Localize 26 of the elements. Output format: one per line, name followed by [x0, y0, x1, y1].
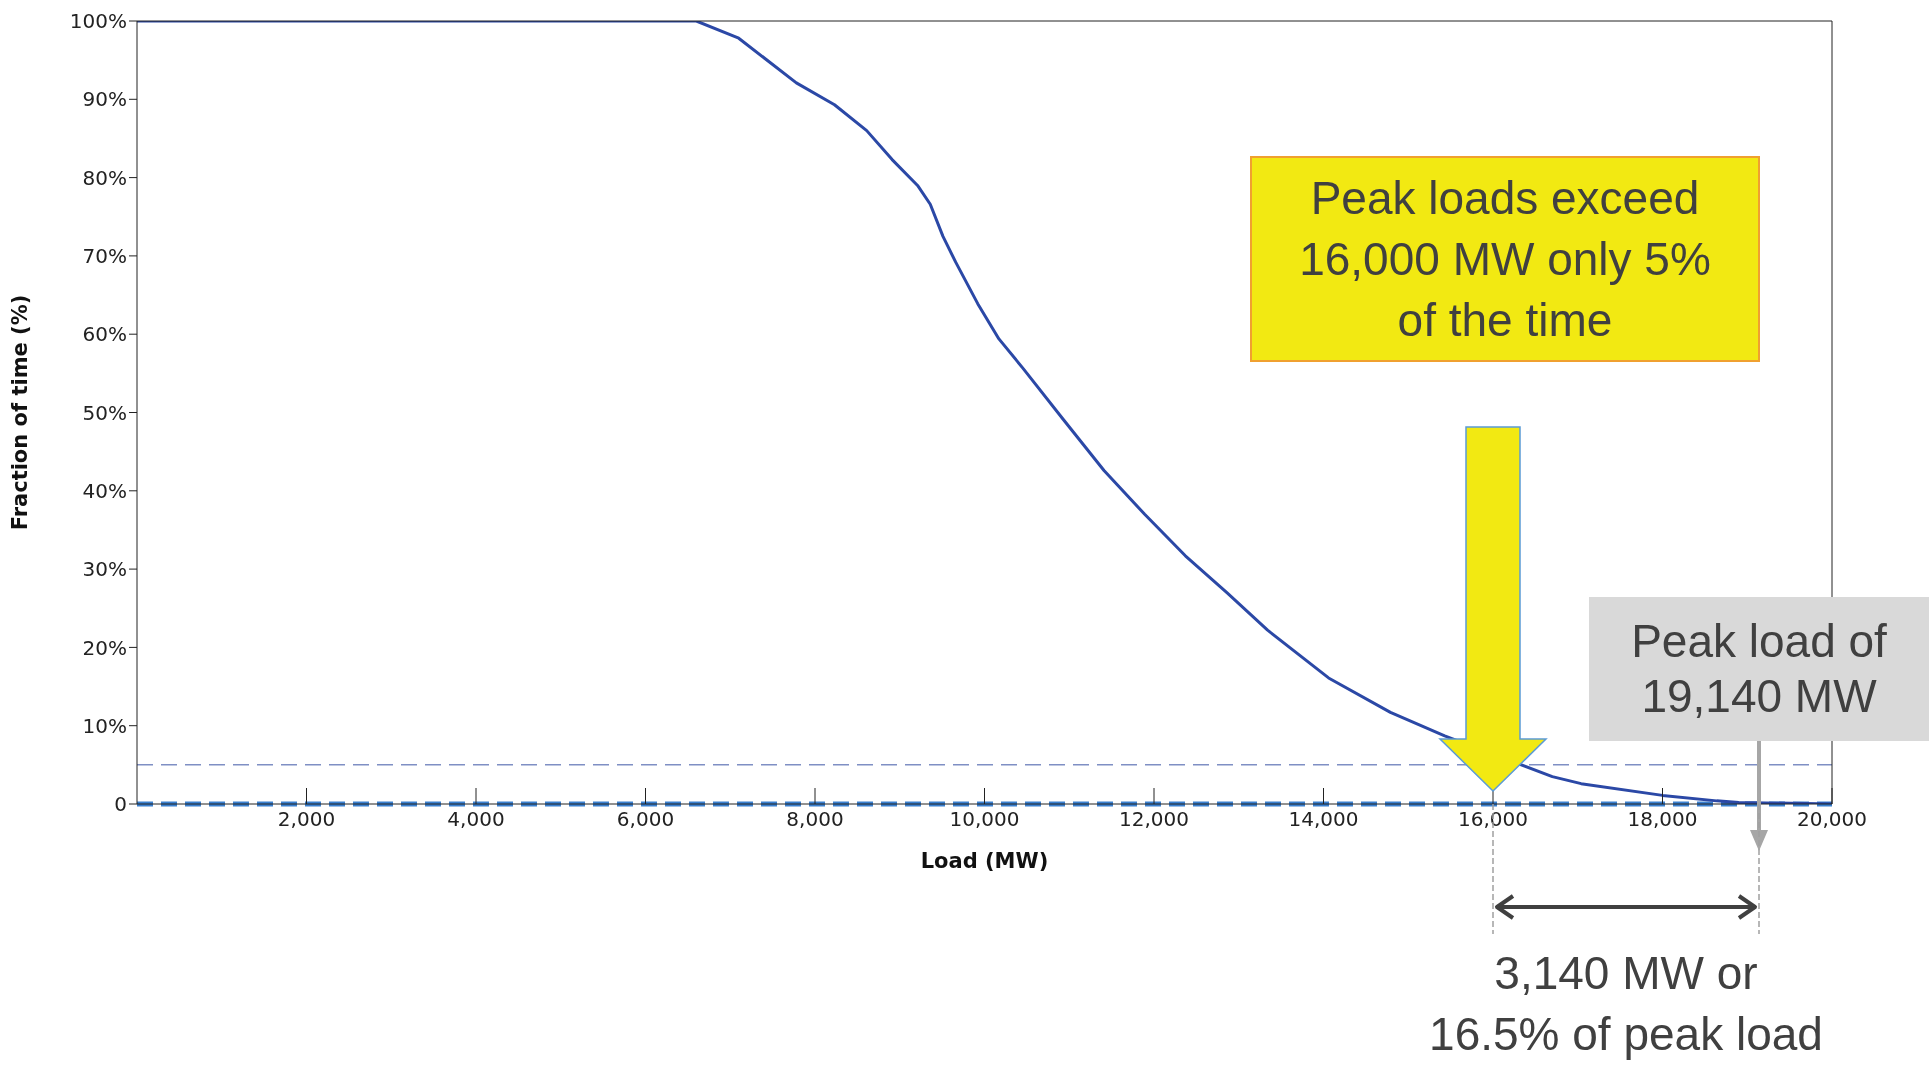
y-tick-label: 20%	[82, 635, 127, 660]
y-tick-label: 60%	[82, 322, 127, 347]
y-tick-label: 40%	[82, 478, 127, 503]
y-axis-title: Fraction of time (%)	[8, 294, 33, 531]
y-tick-label: 30%	[82, 557, 127, 582]
x-tick-label: 16,000	[1458, 807, 1528, 832]
text: 3,140 MW or 16.5% of peak load	[1428, 946, 1824, 1062]
y-tick-label: 0	[114, 792, 127, 817]
x-axis-title: Load (MW)	[920, 849, 1049, 873]
x-tick-label: 4,000	[447, 807, 505, 832]
y-tick-label: 90%	[82, 87, 127, 112]
y-tick-label: 100%	[69, 9, 127, 34]
x-tick-label: 18,000	[1627, 807, 1698, 832]
annotation: Peak load of 19,140 MW	[1630, 614, 1888, 724]
x-tick-label: 2,000	[277, 807, 336, 832]
y-tick-label: 70%	[82, 244, 127, 268]
x-tick-label: 20,000	[1797, 807, 1867, 832]
x-tick-label: 10,000	[949, 807, 1020, 832]
x-tick-label: 12,000	[1119, 807, 1189, 832]
x-tick-label: 6,000	[616, 807, 675, 832]
x-tick-label: 14,000	[1288, 807, 1359, 832]
y-tick-label: 80%	[82, 165, 127, 190]
x-tick-label: 8,000	[786, 807, 844, 832]
annotation: Peak loads exceed 16,000 MW only 5% of the time	[1298, 170, 1712, 348]
y-tick-label: 50%	[82, 400, 127, 425]
y-tick-label: 10%	[82, 713, 127, 738]
